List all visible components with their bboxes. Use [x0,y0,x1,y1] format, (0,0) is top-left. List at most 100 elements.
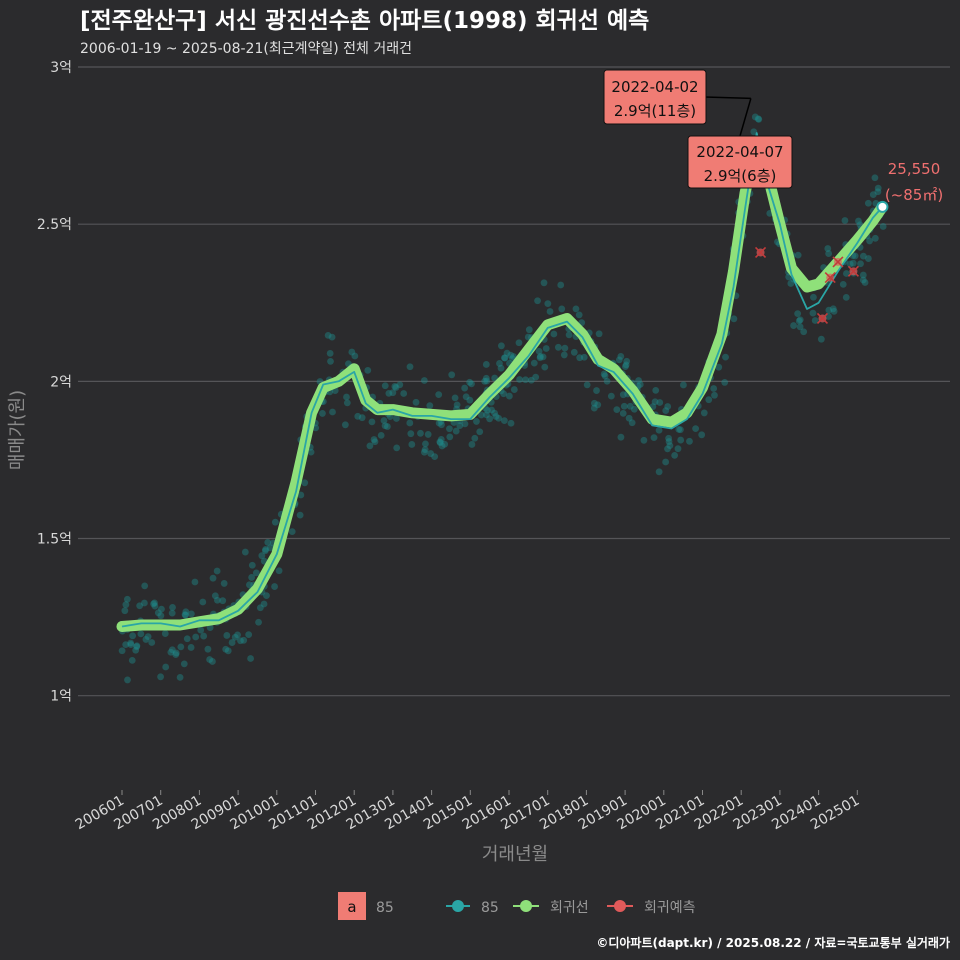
y-tick-label: 1.5억 [37,532,72,548]
transaction-point [871,234,879,242]
transaction-point [219,597,227,605]
transaction-point [123,595,131,603]
transaction-point [199,598,207,606]
transaction-point [301,479,309,487]
transaction-point [722,353,729,361]
transaction-point [461,384,469,392]
transaction-point [182,608,190,616]
transaction-point [393,415,400,422]
transaction-point [542,345,550,352]
transaction-point [191,578,199,586]
transaction-point [501,354,509,362]
transaction-point [617,353,625,360]
annotations: 2022-04-02 2.9억(11층) 2022-04-07 2.9억(6층) 25,… [603,69,943,213]
transaction-point [664,403,672,410]
series-85-line [121,132,884,628]
transaction-point [593,387,600,394]
transaction-point [575,311,583,319]
transaction-point [636,381,644,388]
transaction-point [237,637,244,645]
transaction-point [424,431,432,438]
transaction-point [129,632,137,640]
transaction-point [855,217,862,225]
transaction-point [879,223,887,230]
transaction-point [500,417,508,425]
transaction-point [468,380,475,388]
transaction-point [665,434,673,442]
transaction-point [161,630,169,637]
transaction-point [825,306,833,314]
transaction-point [248,574,256,581]
transaction-point [491,409,498,417]
transaction-point [810,293,817,301]
transaction-point [288,528,296,536]
transaction-point [655,468,663,476]
transaction-point [686,437,693,445]
transaction-point [328,333,336,341]
transaction-point [829,305,837,313]
transaction-point [601,372,609,380]
transaction-point [535,347,543,355]
transaction-point [530,359,538,367]
legend-area-key-box [338,892,366,920]
transaction-point [539,353,547,361]
transaction-point [181,611,189,618]
transaction-point [619,409,627,417]
legend-prediction-marker [614,900,626,912]
transaction-point [266,544,274,552]
transaction-point [842,293,850,301]
transaction-point [600,370,608,378]
transaction-point [536,354,544,362]
transaction-point [869,191,877,198]
y-tick-label: 1억 [50,689,72,705]
transaction-point [148,639,156,646]
transaction-point [248,561,256,569]
transaction-point [656,399,664,406]
transaction-point [435,391,443,399]
transaction-point [486,415,494,423]
transaction-point [500,390,508,398]
transaction-point [223,632,231,639]
transaction-point [213,567,221,575]
y-axis-title: 매매가(원) [7,390,28,470]
transaction-point [437,436,445,443]
transaction-point [258,552,266,560]
last-value-price: 25,550 [888,160,941,178]
prediction-cross [754,246,767,259]
legend: a 85 85 회귀선 회귀예측 [338,892,696,920]
transaction-point [677,436,685,444]
y-tick-label: 3억 [50,60,72,76]
transaction-point [565,331,573,339]
transaction-point [622,361,630,369]
transaction-point [177,643,185,651]
transaction-point [142,636,150,643]
transaction-point [800,328,808,336]
transaction-point [492,413,500,420]
transaction-point [436,438,444,446]
transaction-point [396,381,404,389]
y-tick-labels: 1억 1.5억 2억 2.5억 3억 [37,60,72,705]
transaction-point [271,518,279,526]
transaction-point [503,349,511,357]
transaction-point [874,184,882,192]
prediction-cross [832,256,844,268]
transaction-point [576,354,584,362]
transaction-point [327,357,334,365]
transaction-point [561,344,569,352]
transaction-point [651,398,659,406]
transaction-point [468,441,476,448]
transaction-point [626,402,634,410]
transaction-point [420,448,428,456]
transaction-point [406,419,414,427]
transaction-point [541,363,549,371]
transaction-point [172,649,180,657]
transaction-point [628,419,636,427]
legend-prediction-label: 회귀예측 [644,900,696,916]
last-value-area: (~85㎡) [885,186,943,204]
source-caption: ©디아파트(dapt.kr) / 2025.08.22 / 자료=국토교통부 실… [596,935,950,950]
transaction-point [527,376,535,384]
transaction-point [192,633,200,641]
transaction-point [127,641,135,648]
transaction-point [849,259,857,267]
